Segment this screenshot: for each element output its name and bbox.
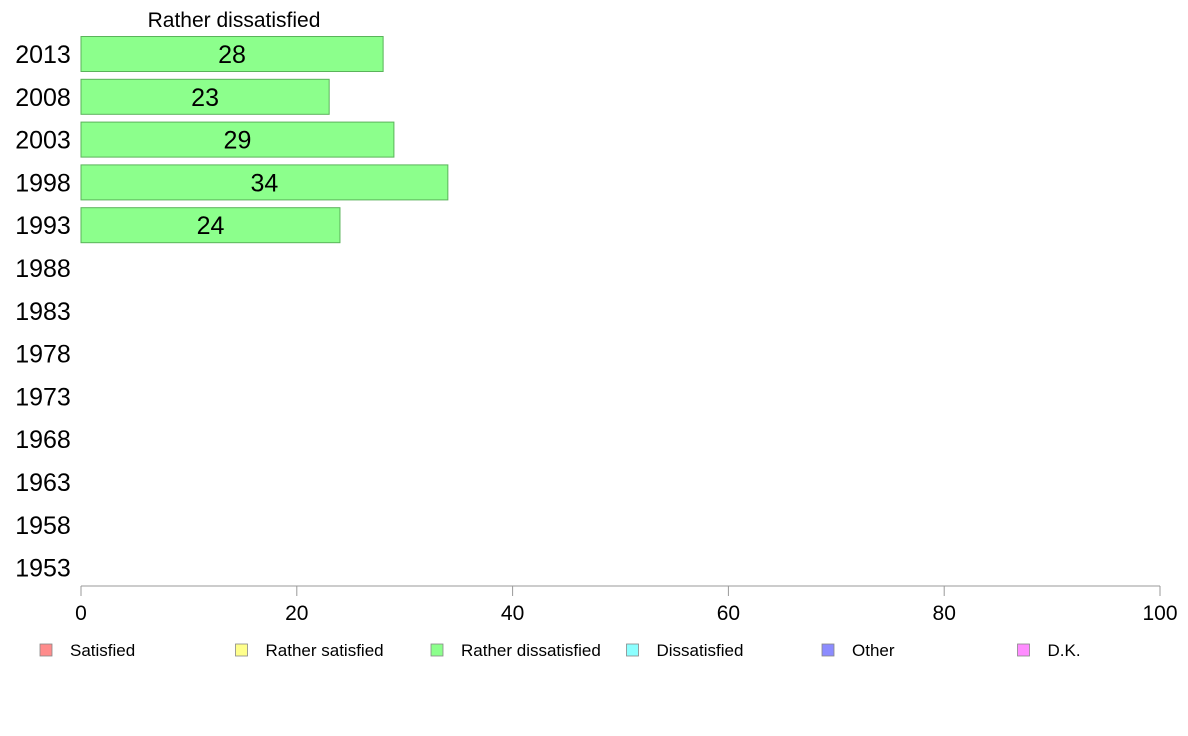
legend-label-3: Dissatisfied (657, 641, 744, 660)
x-tick-label-0: 0 (75, 602, 87, 625)
year-label-1968: 1968 (15, 426, 71, 454)
year-label-1988: 1988 (15, 255, 71, 283)
chart-title: Rather dissatisfied (148, 9, 321, 32)
legend-label-0: Satisfied (70, 641, 135, 660)
legend-swatch-4 (821, 643, 835, 657)
year-label-2013: 2013 (15, 41, 71, 69)
legend-label-1: Rather satisfied (266, 641, 384, 660)
year-label-1963: 1963 (15, 469, 71, 497)
x-tick-label-40: 40 (501, 602, 524, 625)
year-label-1973: 1973 (15, 383, 71, 411)
x-tick-label-20: 20 (285, 602, 308, 625)
legend-label-2: Rather dissatisfied (461, 641, 601, 660)
x-axis: 0 20 40 60 80 100 (75, 585, 1178, 625)
legend: Satisfied Rather satisfied Rather dissatis… (39, 641, 1081, 660)
legend-swatch-1 (235, 643, 248, 657)
bar-1993 (80, 207, 341, 244)
bar-value-label-1993: 24 (197, 212, 225, 240)
bar-value-label-2003: 29 (224, 127, 252, 155)
legend-swatch-3 (626, 643, 639, 657)
legend-swatch-0 (39, 643, 53, 657)
bar-value-label-2008: 23 (191, 84, 219, 112)
x-tick-label-60: 60 (717, 602, 740, 625)
year-label-2003: 2003 (15, 127, 71, 155)
year-label-1953: 1953 (15, 555, 71, 583)
bar-2003 (80, 121, 395, 158)
year-label-1993: 1993 (15, 212, 71, 240)
bar-2013 (80, 36, 384, 72)
bar-value-label-1998: 34 (251, 169, 279, 197)
bar-2008 (80, 78, 330, 115)
legend-swatch-2 (430, 643, 444, 657)
year-labels: 2013 2008 2003 1998 1993 1988 1983 1978 1973 1968… (15, 41, 71, 583)
year-label-2008: 2008 (15, 84, 71, 112)
legend-label-4: Other (852, 641, 895, 660)
year-label-1983: 1983 (15, 298, 71, 326)
year-label-1958: 1958 (15, 512, 71, 540)
bar-value-label-2013: 28 (218, 41, 246, 69)
year-label-1978: 1978 (15, 341, 71, 369)
legend-label-5: D.K. (1048, 641, 1081, 660)
x-tick-label-80: 80 (933, 602, 956, 625)
legend-swatch-5 (1017, 643, 1030, 657)
bar-1998 (80, 164, 449, 201)
x-tick-label-100: 100 (1142, 602, 1177, 625)
year-label-1998: 1998 (15, 169, 71, 197)
